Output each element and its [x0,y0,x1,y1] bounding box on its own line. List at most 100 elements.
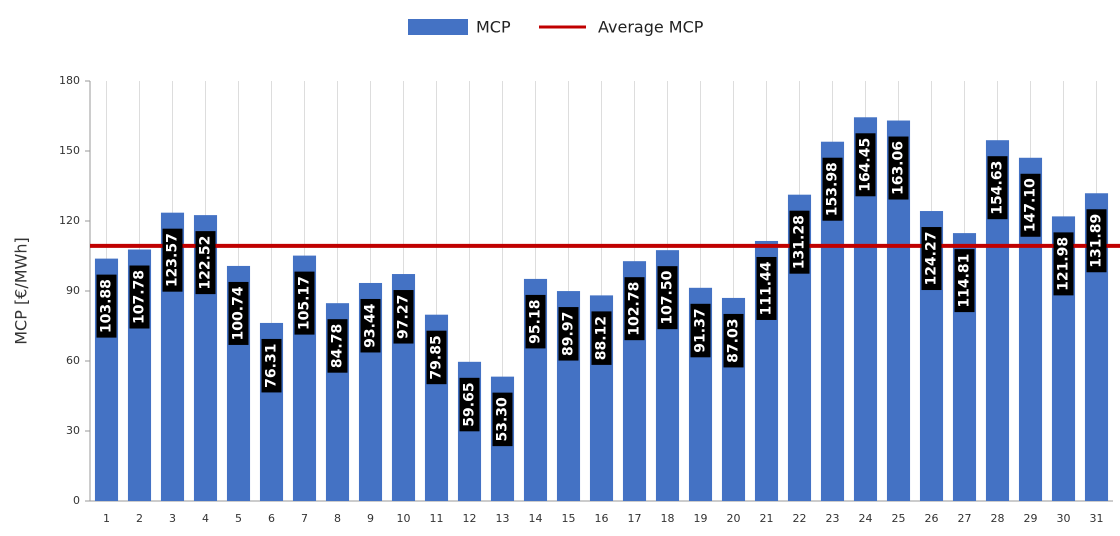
value-label-box [129,265,150,329]
bar [820,141,845,502]
value-label-box [558,307,579,361]
value-label-box [1086,209,1107,273]
value-label: 79.85 [429,335,445,379]
x-tick-label: 31 [1090,512,1104,525]
value-label: 103.88 [99,279,115,333]
value-label-box [393,290,414,344]
x-tick-label: 8 [334,512,341,525]
value-label-box [228,281,249,345]
value-label: 107.50 [660,270,676,324]
value-label-box [1020,173,1041,237]
x-tick-label: 22 [793,512,807,525]
value-label: 153.98 [825,162,841,216]
value-label: 102.78 [627,282,643,336]
value-label-box [1053,232,1074,296]
value-label: 53.30 [495,397,511,442]
y-tick-label: 120 [59,214,80,227]
value-label: 84.78 [330,324,346,368]
x-tick-label: 17 [628,512,642,525]
value-label-box [921,227,942,291]
value-label-box [459,377,480,432]
x-tick-label: 11 [430,512,444,525]
x-tick-label: 5 [235,512,242,525]
x-tick-label: 2 [136,512,143,525]
value-label-box [624,277,645,341]
x-tick-label: 28 [991,512,1005,525]
y-tick-label: 90 [66,284,80,297]
x-tick-label: 24 [859,512,873,525]
value-label-box [690,303,711,358]
value-label-box [756,256,777,320]
value-label-box [822,157,843,221]
value-label-box [360,298,381,353]
x-tick-label: 3 [169,512,176,525]
bar [985,140,1010,502]
x-tick-label: 25 [892,512,906,525]
value-label-box [294,271,315,335]
value-label-box [492,392,513,447]
x-tick-label: 4 [202,512,209,525]
value-label: 59.65 [462,382,478,426]
value-label-box [426,330,447,385]
x-tick-label: 14 [529,512,543,525]
bar [886,120,911,501]
x-tick-label: 30 [1057,512,1071,525]
value-label: 105.17 [297,276,313,330]
value-label-box [723,313,744,368]
y-tick-label: 150 [59,144,80,157]
x-tick-label: 6 [268,512,275,525]
y-tick-label: 30 [66,424,80,437]
value-label-box [987,156,1008,220]
value-label: 93.44 [363,303,379,348]
bar [853,117,878,502]
x-tick-label: 12 [463,512,477,525]
value-label: 91.37 [693,308,709,352]
value-label: 131.89 [1089,214,1105,268]
value-label-box [195,231,216,295]
x-tick-label: 29 [1024,512,1038,525]
value-label: 164.45 [858,138,874,192]
value-label-box [96,274,117,338]
legend-label: Average MCP [598,18,704,37]
y-tick-label: 180 [59,74,80,87]
y-axis-label: MCP [€/MWh] [12,237,31,345]
x-tick-label: 16 [595,512,609,525]
value-label: 163.06 [891,141,907,195]
value-label-box [789,210,810,274]
x-tick-label: 23 [826,512,840,525]
x-tick-label: 7 [301,512,308,525]
value-label: 95.18 [528,300,544,344]
value-label: 88.12 [594,316,610,360]
value-label-box [261,338,282,393]
value-label: 114.81 [957,254,973,308]
legend-label: MCP [476,18,511,37]
value-label: 97.27 [396,295,412,339]
x-tick-label: 15 [562,512,576,525]
value-label: 154.63 [990,161,1006,215]
x-tick-label: 26 [925,512,939,525]
value-label: 76.31 [264,344,280,388]
value-label: 100.74 [231,286,247,340]
x-tick-label: 18 [661,512,675,525]
value-label: 122.52 [198,236,214,290]
x-tick-label: 10 [397,512,411,525]
value-label: 147.10 [1023,178,1039,232]
x-tick-label: 20 [727,512,741,525]
value-label: 87.03 [726,319,742,363]
value-label: 121.98 [1056,237,1072,291]
x-tick-label: 9 [367,512,374,525]
y-tick-label: 60 [66,354,80,367]
bar [1018,157,1043,501]
value-label-box [657,266,678,330]
value-label-box [525,294,546,349]
x-tick-label: 21 [760,512,774,525]
value-label-box [888,136,909,200]
legend-swatch [408,19,468,35]
x-tick-label: 1 [103,512,110,525]
x-tick-label: 27 [958,512,972,525]
value-label: 124.27 [924,232,940,286]
value-label-box [162,228,183,292]
y-tick-label: 0 [73,494,80,507]
value-label: 131.28 [792,215,808,269]
